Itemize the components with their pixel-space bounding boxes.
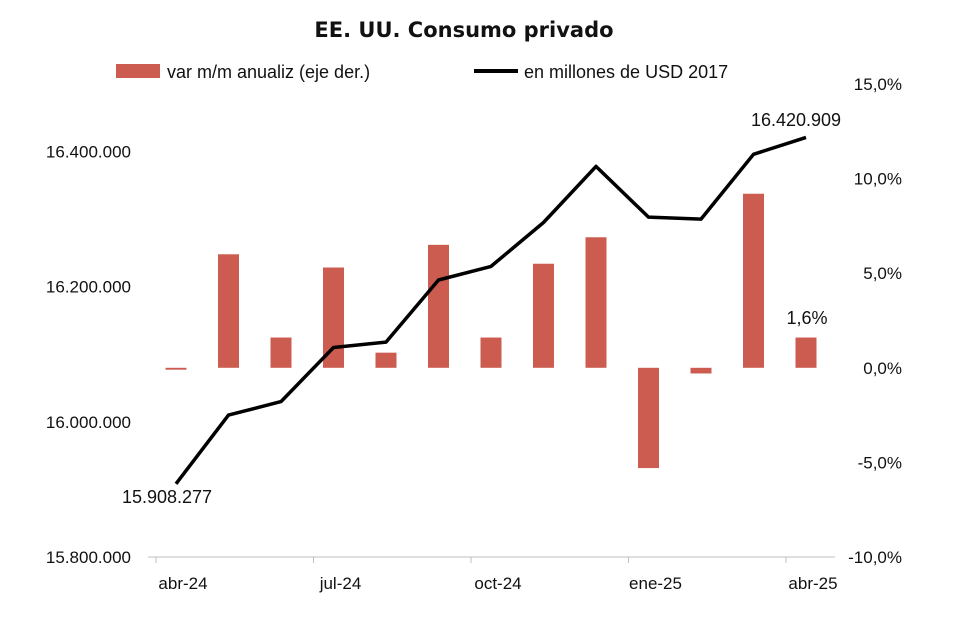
bar-jul-24 bbox=[323, 267, 344, 368]
bar-ene-25 bbox=[638, 367, 659, 469]
bar-may-24 bbox=[218, 254, 239, 368]
legend-line-label: en millones de USD 2017 bbox=[524, 62, 728, 82]
left-tick-label: 15.800.000 bbox=[46, 548, 131, 567]
chart-title: EE. UU. Consumo privado bbox=[314, 18, 613, 42]
bar-sep-24 bbox=[428, 244, 449, 368]
right-tick-label: -10,0% bbox=[848, 548, 902, 567]
bar-mar-25 bbox=[743, 193, 764, 368]
line-series bbox=[174, 135, 807, 485]
bar-oct-24 bbox=[480, 337, 502, 368]
x-tick-label: jul-24 bbox=[319, 574, 362, 593]
bar-abr-24 bbox=[165, 367, 187, 370]
bar-jun-24 bbox=[270, 337, 292, 368]
legend-bar-swatch bbox=[116, 64, 160, 78]
bar-dic-24 bbox=[585, 237, 607, 368]
last-value-label: 16.420.909 bbox=[751, 110, 841, 130]
x-tick-label: abr-24 bbox=[158, 574, 207, 593]
bar-series bbox=[165, 193, 817, 469]
x-tick-label: oct-24 bbox=[474, 574, 521, 593]
first-value-label: 15.908.277 bbox=[122, 487, 212, 507]
last-bar-label: 1,6% bbox=[786, 308, 827, 328]
bar-nov-24 bbox=[533, 263, 554, 368]
left-tick-label: 16.000.000 bbox=[46, 413, 131, 432]
left-axis-ticks: 15.800.000 16.000.000 16.200.000 16.400.000 bbox=[46, 143, 131, 567]
right-tick-label: 0,0% bbox=[863, 359, 902, 378]
x-tick-label: ene-25 bbox=[629, 574, 682, 593]
left-tick-label: 16.200.000 bbox=[46, 278, 131, 297]
right-tick-label: 15,0% bbox=[854, 75, 902, 94]
right-tick-label: 10,0% bbox=[854, 170, 902, 189]
bar-feb-25 bbox=[690, 367, 712, 374]
consumption-line bbox=[174, 135, 807, 485]
right-tick-label: 5,0% bbox=[863, 264, 902, 283]
bar-ago-24 bbox=[375, 352, 397, 368]
x-axis-ticks: abr-24 jul-24 oct-24 ene-25 abr-25 bbox=[155, 557, 838, 593]
x-tick-label: abr-25 bbox=[788, 574, 837, 593]
legend: var m/m anualiz (eje der.) en millones d… bbox=[116, 62, 728, 82]
left-tick-label: 16.400.000 bbox=[46, 143, 131, 162]
legend-bar-label: var m/m anualiz (eje der.) bbox=[167, 62, 370, 82]
bar-abr-25 bbox=[795, 337, 817, 368]
right-axis-ticks: -10,0% -5,0% 0,0% 5,0% 10,0% 15,0% bbox=[848, 75, 902, 567]
right-tick-label: -5,0% bbox=[858, 453, 902, 472]
